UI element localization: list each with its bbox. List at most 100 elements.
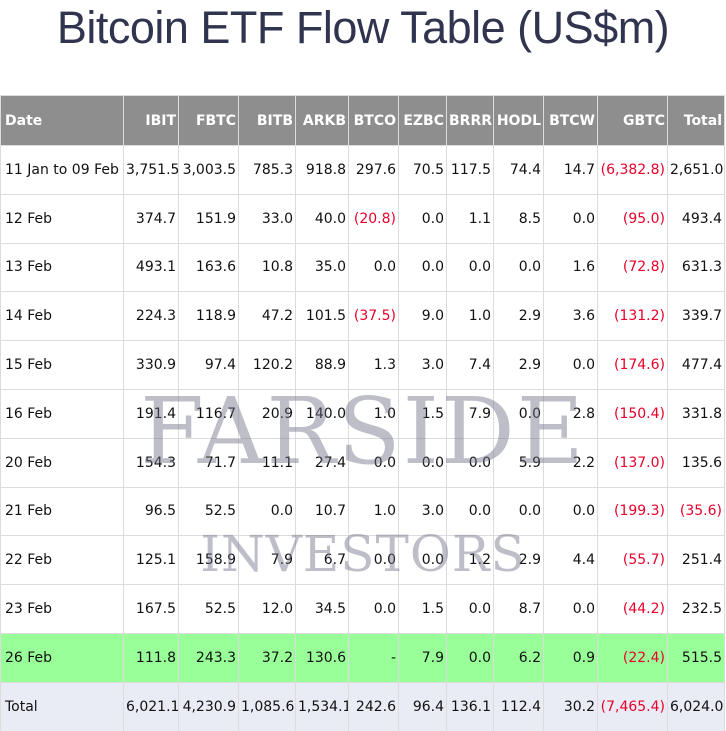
flow-cell: 493.1: [123, 242, 179, 293]
flow-cell: 0.0: [446, 437, 494, 488]
date-cell: 13 Feb: [0, 242, 124, 293]
flow-cell: 0.0: [238, 486, 296, 537]
date-cell: 26 Feb: [0, 632, 124, 683]
table-row: 22 Feb 125.1 158.9 7.9 6.7 0.0 0.0 1.2 2.9 4.4 (55…: [0, 535, 725, 586]
flow-cell: 0.0: [543, 486, 598, 537]
table-row: 21 Feb 96.5 52.5 0.0 10.7 1.0 3.0 0.0 0.0 0.0 (199…: [0, 486, 725, 537]
flow-cell: 135.6: [667, 437, 725, 488]
flow-cell: 154.3: [123, 437, 179, 488]
column-header: BTCW: [543, 95, 598, 146]
flow-cell: 3.0: [398, 486, 447, 537]
column-header: FBTC: [178, 95, 239, 146]
flow-cell: 117.5: [446, 145, 494, 195]
table-row: 26 Feb 111.8 243.3 37.2 130.6-7.9 0.0 6.2 0.9 (2…: [0, 632, 725, 683]
flow-cell: 151.9: [178, 193, 239, 244]
flow-cell: 111.8: [123, 632, 179, 683]
column-header: BITB: [238, 95, 296, 146]
flow-cell: 6.7: [295, 535, 349, 586]
total-cell: 6,024.0: [667, 681, 725, 731]
flow-cell: 125.1: [123, 535, 179, 586]
flow-cell: (72.8): [597, 242, 668, 293]
flow-cell: 9.0: [398, 291, 447, 342]
flow-cell: 493.4: [667, 193, 725, 244]
column-header: Total: [667, 95, 725, 146]
flow-cell: 3,003.5: [178, 145, 239, 195]
flow-cell: 8.5: [493, 193, 544, 244]
flow-cell: 1.2: [446, 535, 494, 586]
flow-cell: 0.0: [446, 632, 494, 683]
date-cell: 16 Feb: [0, 388, 124, 439]
table-row: 11 Jan to 09 Feb 3,751.5 3,003.5 785.3 918.8…: [0, 145, 725, 195]
flow-cell: (131.2): [597, 291, 668, 342]
column-header: ARKB: [295, 95, 349, 146]
title: Bitcoin ETF Flow Table (US$m): [56, 2, 670, 53]
flow-cell: 10.7: [295, 486, 349, 537]
flow-cell: 8.7: [493, 584, 544, 634]
date-cell: 20 Feb: [0, 437, 124, 488]
flow-cell: 52.5: [178, 584, 239, 634]
flow-cell: 130.6: [295, 632, 349, 683]
flow-cell: 0.9: [543, 632, 598, 683]
flow-cell: 0.0: [446, 584, 494, 634]
flow-cell: 5.9: [493, 437, 544, 488]
flow-cell: 297.6: [348, 145, 399, 195]
flow-cell: 339.7: [667, 291, 725, 342]
total-label: Total: [0, 681, 124, 731]
flow-cell: 118.9: [178, 291, 239, 342]
flow-cell: 52.5: [178, 486, 239, 537]
table-row: 12 Feb 374.7 151.9 33.0 40.0 (20.8) 0.0 1.1 8.5 0…: [0, 193, 725, 244]
flow-cell: 330.9: [123, 340, 179, 390]
flow-cell: 88.9: [295, 340, 349, 390]
flow-cell: 0.0: [446, 486, 494, 537]
flow-cell: 2.2: [543, 437, 598, 488]
flow-cell: 70.5: [398, 145, 447, 195]
flow-cell: (55.7): [597, 535, 668, 586]
total-cell: 1,534.1: [295, 681, 349, 731]
flow-cell: (35.6): [667, 486, 725, 537]
flow-cell: 20.9: [238, 388, 296, 439]
flow-cell: 0.0: [398, 437, 447, 488]
total-cell: (7,465.4): [597, 681, 668, 731]
flow-cell: 140.0: [295, 388, 349, 439]
flow-cell: 37.2: [238, 632, 296, 683]
total-cell: 1,085.6: [238, 681, 296, 731]
flow-cell: 96.5: [123, 486, 179, 537]
column-header: Date: [0, 95, 124, 146]
table-foot: Total 6,021.1 4,230.9 1,085.6 1,534.1 242.6 96…: [0, 681, 725, 731]
table-row: 23 Feb 167.5 52.5 12.0 34.5 0.0 1.5 0.0 8.7 0.0 (4…: [0, 584, 725, 634]
date-cell: 15 Feb: [0, 340, 124, 390]
flow-cell: -: [348, 632, 399, 683]
flow-cell: 331.8: [667, 388, 725, 439]
flow-cell: 7.4: [446, 340, 494, 390]
date-cell: 23 Feb: [0, 584, 124, 634]
flow-cell: 71.7: [178, 437, 239, 488]
column-header: GBTC: [597, 95, 668, 146]
flow-cell: 243.3: [178, 632, 239, 683]
flow-cell: 116.7: [178, 388, 239, 439]
flow-cell: 0.0: [398, 535, 447, 586]
flow-cell: 2.9: [493, 340, 544, 390]
flow-cell: 2,651.0: [667, 145, 725, 195]
table-body: 11 Jan to 09 Feb 3,751.5 3,003.5 785.3 918.8…: [0, 145, 725, 683]
flow-cell: 7.9: [238, 535, 296, 586]
total-cell: 96.4: [398, 681, 447, 731]
flow-cell: 47.2: [238, 291, 296, 342]
flow-cell: 163.6: [178, 242, 239, 293]
flow-cell: (174.6): [597, 340, 668, 390]
flow-cell: 3.0: [398, 340, 447, 390]
flow-cell: 1.0: [348, 486, 399, 537]
flow-cell: (199.3): [597, 486, 668, 537]
flow-cell: 224.3: [123, 291, 179, 342]
flow-cell: 2.8: [543, 388, 598, 439]
flow-cell: 1.6: [543, 242, 598, 293]
flow-cell: (20.8): [348, 193, 399, 244]
flow-cell: 0.0: [493, 486, 544, 537]
flow-cell: 101.5: [295, 291, 349, 342]
flow-cell: 167.5: [123, 584, 179, 634]
flow-cell: 120.2: [238, 340, 296, 390]
date-cell: 11 Jan to 09 Feb: [0, 145, 124, 195]
flow-cell: 0.0: [543, 340, 598, 390]
flow-cell: 515.5: [667, 632, 725, 683]
flow-cell: 477.4: [667, 340, 725, 390]
flow-cell: 0.0: [398, 193, 447, 244]
